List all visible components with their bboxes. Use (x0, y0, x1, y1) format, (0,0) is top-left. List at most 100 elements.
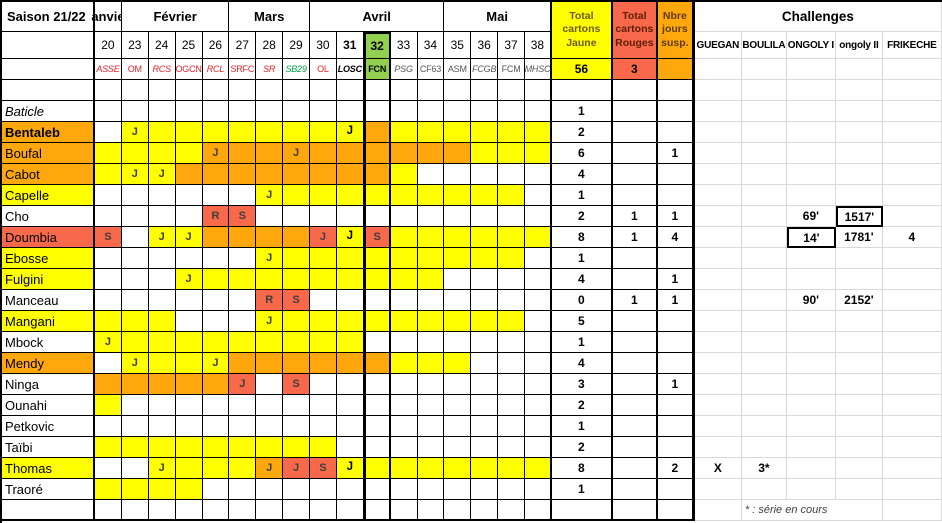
spacer-cell[interactable] (525, 80, 552, 101)
card-cell[interactable] (525, 143, 552, 164)
challenge-column-header[interactable]: ONGOLY I (786, 32, 836, 59)
card-cell[interactable] (202, 311, 230, 332)
card-cell[interactable] (95, 269, 122, 290)
card-cell[interactable] (229, 332, 257, 353)
challenge-value[interactable] (741, 269, 787, 290)
card-cell[interactable] (175, 122, 203, 143)
bottom-row-cell[interactable] (121, 500, 149, 521)
challenge-value[interactable] (694, 332, 742, 353)
card-cell[interactable]: J (202, 353, 230, 374)
opponent-team[interactable]: SR (256, 59, 284, 80)
challenge-value[interactable] (786, 437, 836, 458)
challenge-value[interactable] (741, 353, 787, 374)
card-cell[interactable] (498, 269, 525, 290)
card-cell[interactable] (363, 353, 391, 374)
card-cell[interactable] (336, 185, 364, 206)
suspension-days-value[interactable] (657, 416, 695, 437)
journee-number[interactable]: 30 (310, 32, 337, 59)
total-red-cards-value[interactable] (612, 248, 658, 269)
card-cell[interactable] (444, 311, 472, 332)
card-cell[interactable] (283, 185, 310, 206)
total-yellow-cards-value[interactable]: 8 (551, 458, 613, 479)
challenge-value[interactable]: 1781' (835, 227, 883, 248)
total-red-cards-value[interactable] (612, 353, 658, 374)
total-yellow-cards-sum[interactable]: 56 (551, 59, 613, 80)
card-cell[interactable] (229, 101, 257, 122)
total-yellow-cards-value[interactable]: 8 (551, 227, 613, 248)
challenge-column-header[interactable]: GUEGAN (694, 32, 742, 59)
spacer-cell[interactable] (256, 80, 284, 101)
challenge-value[interactable] (835, 248, 883, 269)
challenge-cell[interactable] (882, 80, 942, 101)
card-cell[interactable] (417, 269, 445, 290)
card-cell[interactable] (444, 227, 472, 248)
player-name[interactable]: Fulgini (2, 269, 95, 290)
challenge-value[interactable] (786, 416, 836, 437)
card-cell[interactable] (148, 332, 176, 353)
card-cell[interactable] (471, 353, 499, 374)
card-cell[interactable] (525, 206, 552, 227)
journee-number[interactable]: 37 (498, 32, 525, 59)
challenge-value[interactable] (786, 332, 836, 353)
card-cell[interactable] (498, 122, 525, 143)
card-cell[interactable] (310, 332, 337, 353)
total-red-cards-value[interactable]: 1 (612, 227, 658, 248)
card-cell[interactable]: S (310, 458, 337, 479)
journee-number[interactable]: 38 (525, 32, 552, 59)
card-cell[interactable] (148, 353, 176, 374)
challenge-value[interactable]: 14' (786, 227, 836, 248)
card-cell[interactable] (175, 458, 203, 479)
total-red-cards-value[interactable] (612, 374, 658, 395)
card-cell[interactable] (471, 122, 499, 143)
challenge-value[interactable] (786, 164, 836, 185)
card-cell[interactable] (95, 374, 122, 395)
card-cell[interactable] (95, 248, 122, 269)
card-cell[interactable] (444, 185, 472, 206)
card-cell[interactable] (417, 248, 445, 269)
card-cell[interactable] (121, 185, 149, 206)
challenge-value[interactable] (882, 101, 942, 122)
card-cell[interactable]: J (121, 164, 149, 185)
card-cell[interactable] (498, 311, 525, 332)
card-cell[interactable] (390, 122, 418, 143)
challenge-value[interactable] (835, 353, 883, 374)
card-cell[interactable] (363, 143, 391, 164)
total-red-cards-value[interactable]: 1 (612, 206, 658, 227)
card-cell[interactable] (363, 164, 391, 185)
card-cell[interactable]: S (229, 206, 257, 227)
card-cell[interactable] (175, 437, 203, 458)
card-cell[interactable]: J (256, 248, 284, 269)
card-cell[interactable] (310, 437, 337, 458)
total-yellow-cards-value[interactable]: 4 (551, 353, 613, 374)
spacer-cell[interactable] (417, 80, 445, 101)
opponent-team[interactable]: RCL (202, 59, 230, 80)
card-cell[interactable] (336, 143, 364, 164)
card-cell[interactable] (390, 269, 418, 290)
suspension-days-value[interactable]: 1 (657, 269, 695, 290)
challenge-cell[interactable] (694, 500, 742, 521)
card-cell[interactable] (202, 479, 230, 500)
card-cell[interactable] (229, 290, 257, 311)
card-cell[interactable] (202, 248, 230, 269)
card-cell[interactable] (363, 290, 391, 311)
challenge-value[interactable] (835, 122, 883, 143)
challenge-value[interactable] (694, 416, 742, 437)
card-cell[interactable] (121, 374, 149, 395)
total-yellow-cards-value[interactable]: 2 (551, 206, 613, 227)
card-cell[interactable]: S (95, 227, 122, 248)
card-cell[interactable]: J (95, 332, 122, 353)
total-yellow-cards-value[interactable]: 2 (551, 395, 613, 416)
card-cell[interactable] (283, 311, 310, 332)
card-cell[interactable] (471, 248, 499, 269)
challenge-value[interactable] (694, 164, 742, 185)
card-cell[interactable] (498, 290, 525, 311)
challenge-value[interactable]: 2152' (835, 290, 883, 311)
challenge-value[interactable] (882, 122, 942, 143)
suspension-days-value[interactable] (657, 122, 695, 143)
suspension-days-value[interactable]: 2 (657, 458, 695, 479)
suspension-days-value[interactable] (657, 185, 695, 206)
card-cell[interactable] (444, 353, 472, 374)
challenge-value[interactable] (786, 353, 836, 374)
card-cell[interactable] (148, 479, 176, 500)
challenge-value[interactable] (882, 206, 942, 227)
